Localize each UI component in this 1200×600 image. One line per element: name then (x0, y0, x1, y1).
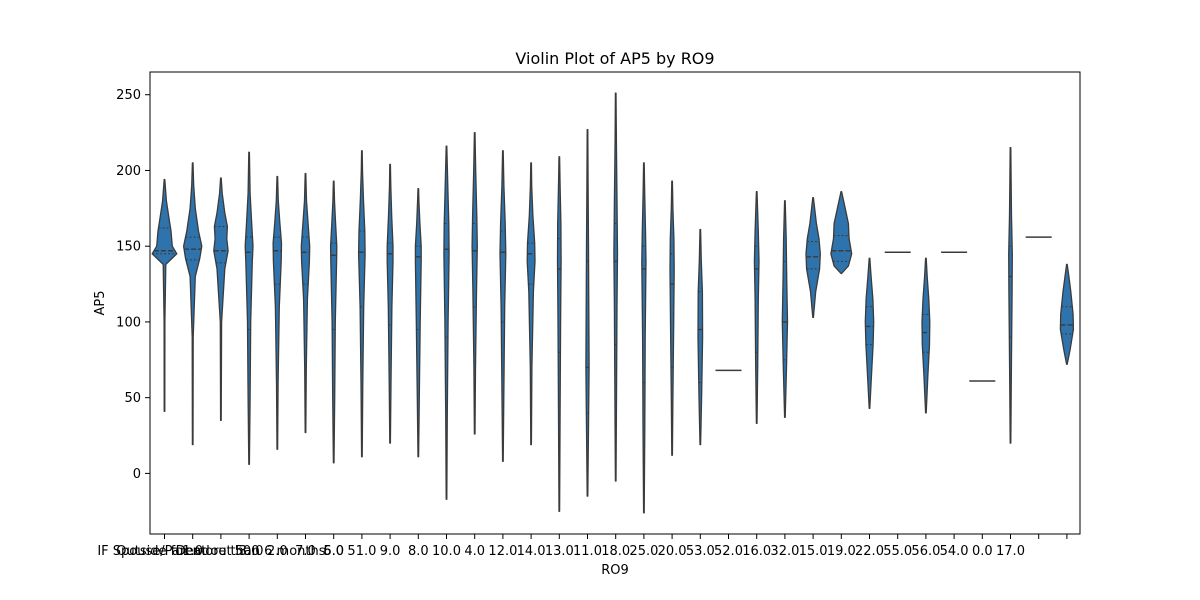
violin-body (414, 187, 422, 458)
x-tick-label: 3.0 (239, 544, 260, 559)
x-tick-label: 7.0 (295, 544, 316, 559)
violin-body (300, 172, 311, 434)
x-tick-label: 11.0 (573, 544, 602, 559)
x-tick-label: Dead (176, 544, 210, 559)
violin-body (805, 197, 821, 319)
y-tick-label: 150 (116, 240, 141, 255)
violin-body (864, 257, 875, 409)
x-tick-label: 12.0 (488, 544, 517, 559)
violin-body (585, 128, 590, 497)
x-tick-label: 55.0 (883, 544, 912, 559)
x-tick-label: 51.0 (347, 544, 376, 559)
violin-body (921, 257, 931, 414)
x-tick-label: 1.0 (182, 544, 203, 559)
violin-body (641, 162, 647, 514)
x-tick-label: 10.0 (432, 544, 461, 559)
x-tick-label: 13.0 (545, 544, 574, 559)
x-tick-label: 19.0 (827, 544, 856, 559)
violin-body (830, 191, 853, 275)
x-tick-label: 2.0 (267, 544, 288, 559)
violin-body (753, 191, 760, 425)
y-tick-label: 200 (116, 164, 141, 179)
violin-body (669, 180, 675, 456)
x-tick-label: 22.0 (855, 544, 884, 559)
violin-body (357, 150, 366, 458)
x-tick-label: 0.0 (972, 544, 993, 559)
violin-body (151, 178, 178, 412)
violin-body (1059, 263, 1075, 365)
x-axis-label: RO9 (601, 563, 629, 578)
violins-layer (151, 92, 1075, 514)
violin-body (182, 162, 203, 446)
x-tick-label: 20.0 (658, 544, 687, 559)
x-tick-label: 54.0 (940, 544, 969, 559)
violin-body (613, 92, 619, 482)
violin-body (386, 163, 394, 444)
x-tick-label: 5.0 (323, 544, 344, 559)
x-tick-label: 4.0 (464, 544, 485, 559)
x-tick-label: 15.0 (799, 544, 828, 559)
violin-body (556, 156, 562, 512)
violin-body (499, 150, 507, 462)
x-tick-label: 18.0 (601, 544, 630, 559)
violin-body (244, 151, 254, 465)
x-tick-label: 6.0 (323, 544, 344, 559)
x-tick-label: 25.0 (629, 544, 658, 559)
violin-body (329, 180, 338, 464)
x-tick-label: 53.0 (686, 544, 715, 559)
violin-body (781, 200, 789, 419)
chart-title: Violin Plot of AP5 by RO9 (515, 49, 714, 68)
violin-body (1008, 147, 1013, 444)
x-tick-label: 56.0 (911, 544, 940, 559)
x-tick-label: 8.0 (408, 544, 429, 559)
y-tick-label: 50 (124, 391, 141, 406)
violin-body (272, 175, 283, 450)
y-tick-label: 250 (116, 88, 141, 103)
y-tick-label: 100 (116, 315, 141, 330)
violin-body (697, 228, 704, 446)
x-tick-label: 32.0 (770, 544, 799, 559)
y-axis-label: AP5 (93, 290, 108, 315)
x-tick-label: 16.0 (742, 544, 771, 559)
x-tick-label: 52.0 (714, 544, 743, 559)
x-tick-label: Outside for more than 6 months (116, 544, 325, 559)
x-tick-label: 50.0 (235, 544, 264, 559)
x-tick-label: 17.0 (996, 544, 1025, 559)
violin-body (526, 162, 536, 446)
x-tick-label: 14.0 (517, 544, 546, 559)
plot-frame (149, 71, 1081, 535)
violin-body (443, 145, 450, 500)
y-axis: 0 50 100 150 200 250 (116, 88, 150, 482)
x-tick-label: 9.0 (380, 544, 401, 559)
y-tick-label: 0 (133, 467, 141, 482)
violin-body (213, 177, 229, 422)
x-tick-label: IF Spouse/Parent out (97, 544, 231, 559)
violin-body (471, 131, 478, 435)
